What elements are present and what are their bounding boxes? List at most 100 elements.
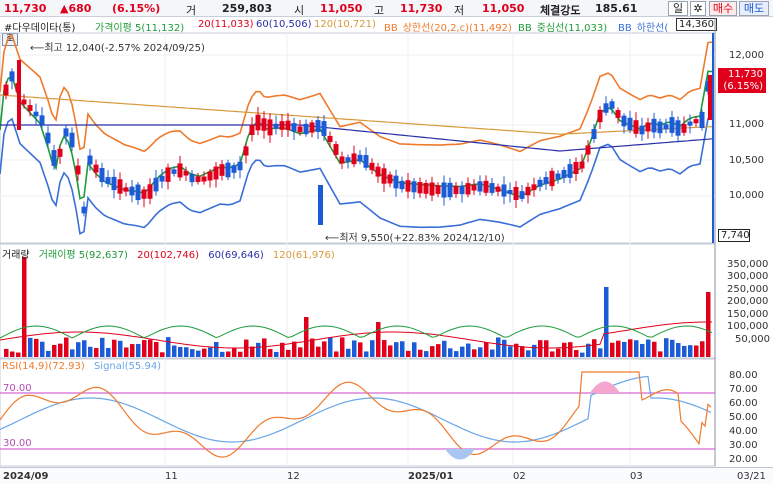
volume-bar xyxy=(562,342,567,357)
legend-bb-upper[interactable]: BB_상한선(20,2,c)(11,492) xyxy=(384,23,512,34)
candle-body xyxy=(639,125,645,135)
candle-body xyxy=(471,184,477,191)
legend-ma20[interactable]: 20(11,033) xyxy=(198,19,254,30)
date-label: 12 xyxy=(287,471,300,482)
candle-body xyxy=(507,189,513,195)
ma60-line xyxy=(0,124,713,152)
price-change-pct: (6.15%) xyxy=(112,2,161,15)
date-label: 03 xyxy=(630,471,643,482)
signal-line xyxy=(0,375,712,443)
volume-tick: 300,000 xyxy=(727,271,769,282)
candle-body xyxy=(177,163,183,178)
volume-ma120[interactable]: 120(61,976) xyxy=(272,250,335,261)
candle-body xyxy=(609,101,615,109)
candle-body xyxy=(591,129,597,139)
legend-ma120[interactable]: 120(10,721) xyxy=(314,19,376,30)
candle-body xyxy=(708,75,712,120)
candle-body xyxy=(303,123,309,135)
candle-body xyxy=(333,144,339,155)
volume-bar xyxy=(490,349,495,357)
candle-body xyxy=(225,162,231,178)
candle-body xyxy=(675,120,681,136)
candle-body xyxy=(207,171,213,181)
volume-bar xyxy=(268,349,273,357)
volume-tick: 200,000 xyxy=(727,296,769,307)
period-day-button[interactable]: 일 xyxy=(668,1,688,16)
volume-bar xyxy=(316,346,321,357)
candle-body xyxy=(489,183,495,193)
max-price-box: 14,360 xyxy=(676,18,717,31)
legend-bb-mid[interactable]: BB_중심선(11,033) xyxy=(518,23,608,34)
volume-bar xyxy=(322,341,327,357)
volume-bar xyxy=(460,346,465,357)
candle-body xyxy=(429,182,435,196)
strength-value: 185.61 xyxy=(595,2,638,15)
legend-bb-lower[interactable]: BB_하한선( xyxy=(618,23,669,34)
price-tick: 10,000 xyxy=(729,190,764,201)
candle-body xyxy=(399,180,405,190)
candle-body xyxy=(603,103,609,113)
volume-bar xyxy=(400,341,405,357)
volume-ma5-line xyxy=(0,325,713,339)
candle-body xyxy=(387,174,393,184)
volume-bar xyxy=(634,340,639,357)
volume-bar xyxy=(394,342,399,357)
candle-body xyxy=(585,145,591,155)
legend-ma60[interactable]: 60(10,506) xyxy=(256,19,312,30)
volume-bar xyxy=(34,338,39,357)
volume-bar xyxy=(370,340,375,357)
volume-bar xyxy=(568,342,573,357)
volume-bar xyxy=(142,340,147,357)
candle-body xyxy=(231,165,237,173)
high-label: 고 xyxy=(374,4,385,17)
price-change: ▲680 xyxy=(60,2,92,15)
candle-body xyxy=(513,186,519,201)
volume-bar xyxy=(136,344,141,357)
volume-bar xyxy=(550,351,555,357)
rsi-tick: 40.00 xyxy=(729,426,758,437)
candle-body xyxy=(249,125,255,135)
min-price-box: 7,740 xyxy=(718,229,750,242)
gear-icon[interactable]: ✲ xyxy=(690,1,706,16)
candle-body xyxy=(657,121,663,134)
candle-body xyxy=(141,189,147,199)
signal-label[interactable]: Signal(55.94) xyxy=(93,361,162,372)
volume-bar xyxy=(178,346,183,357)
rsi-overbought-fill xyxy=(590,381,620,393)
volume-bar xyxy=(172,345,177,357)
volume-bar xyxy=(556,348,561,357)
candle-body xyxy=(621,115,627,127)
stock-title: #다우데이타(통) xyxy=(4,23,76,34)
candle-body xyxy=(195,176,201,183)
volume-bar xyxy=(88,346,93,357)
candle-body xyxy=(687,121,693,126)
volume-bar xyxy=(346,348,351,357)
candle-body xyxy=(9,71,15,82)
volume-bar xyxy=(58,343,63,357)
candle-body xyxy=(201,176,207,182)
volume-bar xyxy=(532,344,537,357)
volume-ma20[interactable]: 20(102,746) xyxy=(137,250,200,261)
candle-body xyxy=(669,117,675,133)
rsi-label[interactable]: RSI(14,9)(72.93) xyxy=(2,361,85,372)
volume-ma60[interactable]: 60(69,646) xyxy=(208,250,264,261)
volume-bar xyxy=(418,349,423,357)
volume-tick: 250,000 xyxy=(727,284,769,295)
volume-bar xyxy=(610,342,615,357)
volume-bar xyxy=(472,349,477,357)
volume-bar xyxy=(166,337,171,357)
volume-tick: 100,000 xyxy=(727,321,769,332)
volume-bar xyxy=(622,341,627,357)
price-legend: #다우데이타(통) 가격이평 5(11,132) 20(11,033) 60(1… xyxy=(0,18,773,34)
legend-ma5[interactable]: 가격이평 5(11,132) xyxy=(95,23,185,34)
volume-bar xyxy=(658,351,663,357)
buy-button[interactable]: 매수 xyxy=(709,1,737,16)
volume-title: 거래량 xyxy=(2,250,30,261)
sell-button[interactable]: 매도 xyxy=(739,1,769,16)
volume-ma5[interactable]: 거래이평 5(92,637) xyxy=(38,250,128,261)
rsi-level-high: 70.00 xyxy=(3,383,32,394)
candle-body xyxy=(81,206,87,214)
candle-body xyxy=(663,124,669,130)
volume-bar xyxy=(514,343,519,357)
